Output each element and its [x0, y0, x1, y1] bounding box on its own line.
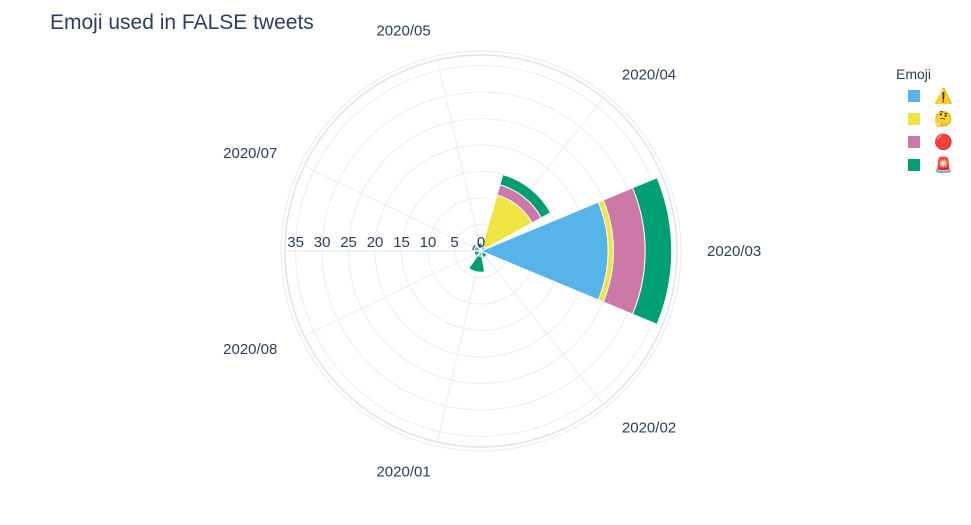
angular-tick-label: 2020/08 [223, 341, 277, 358]
radial-tick-label: 25 [340, 234, 357, 251]
radial-axis-labels: 0 5 10 15 20 25 30 35 [287, 234, 485, 251]
legend-swatch [908, 136, 920, 148]
legend-swatch [908, 159, 920, 171]
chart-title: Emoji used in FALSE tweets [50, 11, 314, 34]
radial-tick-label: 0 [477, 234, 485, 251]
radial-tick-label: 35 [287, 234, 304, 251]
angular-tick-label: 2020/02 [622, 420, 676, 437]
radial-tick-label: 30 [314, 234, 331, 251]
bar-segment [473, 250, 481, 257]
angular-grid-line [304, 250, 482, 337]
angular-grid-line [480, 250, 604, 405]
angular-grid-line [436, 250, 482, 443]
angular-tick-label: 2020/01 [376, 463, 430, 480]
bar-segment [475, 242, 483, 250]
legend-label: ⚠️ [934, 87, 953, 105]
angular-axis-labels: 2020/01 2020/02 2020/03 2020/04 2020/05 2020/… [223, 23, 761, 481]
legend-label: 🔴 [934, 133, 953, 151]
radial-tick-label: 10 [420, 234, 437, 251]
radial-tick-label: 15 [393, 234, 410, 251]
legend: Emoji ⚠️ 🤔 🔴 🚨 [896, 66, 953, 174]
angular-grid-line [304, 165, 482, 252]
legend-swatch [908, 113, 920, 125]
outer-ring-edge [280, 50, 682, 452]
bar-segment [480, 251, 488, 259]
angular-tick-label: 2020/03 [707, 243, 761, 260]
angular-tick-label: 2020/05 [376, 23, 430, 40]
bar-segment [631, 176, 673, 326]
bar-segment [470, 243, 478, 252]
bar-segment [468, 254, 486, 273]
angular-tick-label: 2020/04 [622, 66, 676, 83]
polar-bars [468, 173, 673, 326]
radial-tick-label: 5 [450, 234, 458, 251]
legend-title: Emoji [896, 66, 931, 82]
legend-label: 🚨 [934, 156, 953, 174]
angular-grid-line [436, 59, 482, 252]
legend-swatch [908, 90, 920, 102]
bar-segment [499, 173, 552, 219]
legend-label: 🤔 [934, 110, 953, 128]
angular-tick-label: 2020/07 [223, 145, 277, 162]
radial-tick-label: 20 [367, 234, 384, 251]
